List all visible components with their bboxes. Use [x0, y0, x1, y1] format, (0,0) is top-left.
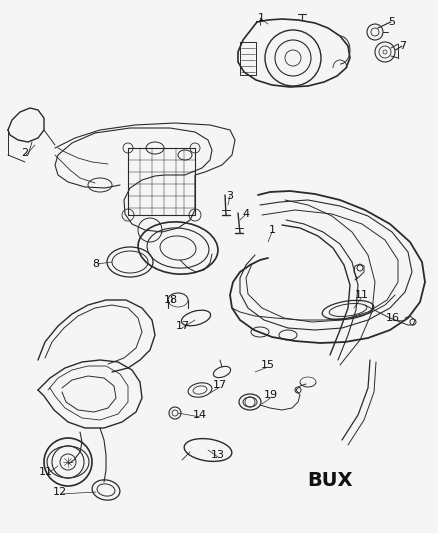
Text: BUX: BUX — [307, 471, 353, 489]
Text: 18: 18 — [164, 295, 178, 305]
Text: 17: 17 — [176, 321, 190, 331]
Text: 19: 19 — [264, 390, 278, 400]
Text: 8: 8 — [92, 259, 99, 269]
Text: 17: 17 — [213, 380, 227, 390]
Text: 13: 13 — [211, 450, 225, 460]
Text: 2: 2 — [21, 148, 28, 158]
Text: 3: 3 — [226, 191, 233, 201]
Text: 1: 1 — [258, 13, 265, 23]
Text: 5: 5 — [389, 17, 396, 27]
Text: 16: 16 — [386, 313, 400, 323]
Text: 11: 11 — [39, 467, 53, 477]
Text: 1: 1 — [268, 225, 276, 235]
Text: 11: 11 — [355, 290, 369, 300]
Text: 15: 15 — [261, 360, 275, 370]
Text: 4: 4 — [243, 209, 250, 219]
Text: 12: 12 — [53, 487, 67, 497]
Text: 14: 14 — [193, 410, 207, 420]
Text: 7: 7 — [399, 41, 406, 51]
